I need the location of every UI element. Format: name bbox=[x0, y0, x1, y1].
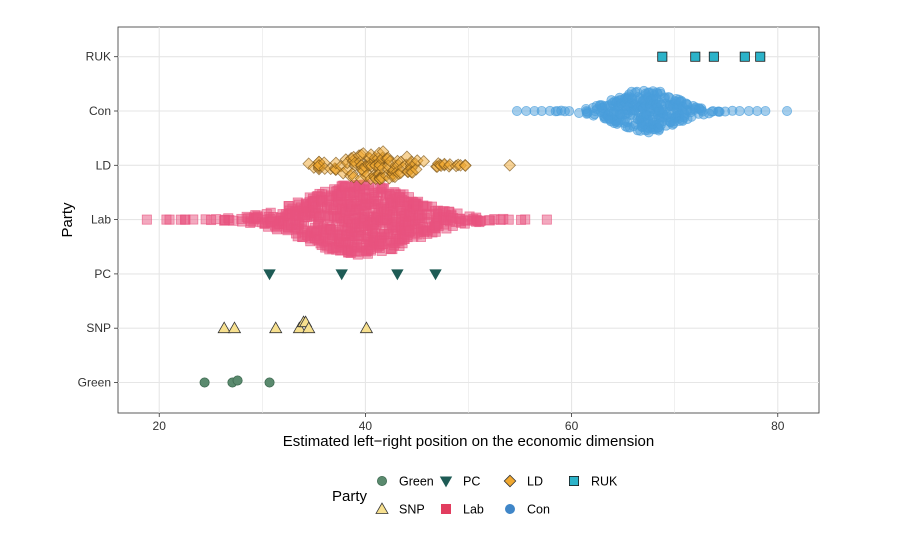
series-pc bbox=[263, 269, 442, 281]
x-axis-ticks: 20 40 60 80 bbox=[153, 413, 785, 433]
legend-item-ld: LD bbox=[503, 474, 543, 489]
point-lab bbox=[541, 214, 552, 225]
legend-label-ld: LD bbox=[527, 475, 543, 489]
point-ruk bbox=[755, 51, 766, 62]
legend-key-ruk bbox=[569, 475, 580, 486]
legend-item-green: Green bbox=[376, 475, 434, 489]
point-lab bbox=[520, 214, 531, 225]
point-con bbox=[536, 105, 547, 116]
point-snp bbox=[269, 321, 283, 334]
legend-key-lab bbox=[440, 503, 451, 514]
y-tick-label-ruk: RUK bbox=[86, 50, 111, 64]
x-tick-label: 80 bbox=[771, 419, 785, 433]
point-green bbox=[232, 375, 243, 386]
series-con bbox=[511, 85, 793, 138]
point-con bbox=[734, 106, 745, 117]
point-pc bbox=[429, 269, 442, 281]
point-snp bbox=[227, 321, 242, 334]
legend: Party Green PC LD RUK SNP Lab Con bbox=[332, 475, 618, 517]
y-tick-label-pc: PC bbox=[94, 267, 111, 281]
point-green bbox=[199, 377, 210, 388]
legend-item-ruk: RUK bbox=[569, 475, 618, 489]
point-lab bbox=[141, 214, 152, 225]
point-ld bbox=[417, 155, 431, 168]
point-lab bbox=[503, 214, 514, 225]
legend-label-lab: Lab bbox=[463, 503, 484, 517]
y-axis-ticks: Green SNP PC Lab LD Con RUK bbox=[78, 50, 118, 390]
legend-key-pc bbox=[439, 476, 453, 488]
point-green bbox=[264, 377, 275, 388]
legend-label-ruk: RUK bbox=[591, 475, 618, 489]
x-tick-label: 40 bbox=[359, 419, 373, 433]
legend-item-pc: PC bbox=[439, 475, 480, 489]
x-tick-label: 20 bbox=[153, 419, 167, 433]
series-green bbox=[199, 375, 275, 388]
point-pc bbox=[263, 269, 276, 281]
series-lab bbox=[141, 179, 552, 260]
point-ruk bbox=[708, 51, 719, 62]
point-ld bbox=[459, 159, 472, 172]
point-lab bbox=[188, 214, 199, 225]
y-axis-title: Party bbox=[59, 202, 76, 238]
legend-label-pc: PC bbox=[463, 475, 480, 489]
point-con bbox=[521, 105, 532, 116]
y-tick-label-green: Green bbox=[78, 376, 111, 390]
legend-item-lab: Lab bbox=[440, 503, 484, 517]
point-lab bbox=[210, 214, 221, 225]
legend-label-snp: SNP bbox=[399, 503, 425, 517]
x-tick-label: 60 bbox=[565, 419, 579, 433]
legend-label-green: Green bbox=[399, 475, 434, 489]
legend-key-snp bbox=[375, 502, 389, 514]
y-tick-label-ld: LD bbox=[96, 158, 112, 172]
point-con bbox=[752, 105, 763, 116]
legend-title: Party bbox=[332, 488, 368, 505]
point-con bbox=[760, 105, 771, 116]
point-con bbox=[511, 106, 522, 117]
point-pc bbox=[335, 269, 348, 281]
point-snp bbox=[217, 321, 231, 334]
legend-item-snp: SNP bbox=[375, 502, 425, 517]
point-con bbox=[743, 105, 754, 116]
point-ruk bbox=[739, 51, 750, 62]
y-tick-label-lab: Lab bbox=[91, 213, 111, 227]
legend-item-con: Con bbox=[504, 503, 550, 517]
point-con bbox=[782, 106, 793, 117]
point-ruk bbox=[690, 51, 701, 62]
point-ruk bbox=[657, 51, 668, 62]
series-ruk bbox=[657, 51, 766, 62]
legend-label-con: Con bbox=[527, 503, 550, 517]
legend-key-green bbox=[376, 475, 387, 486]
point-lab bbox=[475, 215, 486, 226]
point-snp bbox=[359, 321, 374, 334]
point-snp bbox=[292, 321, 307, 334]
x-axis-title: Estimated left−right position on the eco… bbox=[283, 433, 654, 450]
legend-key-ld bbox=[503, 474, 517, 488]
y-tick-label-con: Con bbox=[89, 104, 111, 118]
y-tick-label-snp: SNP bbox=[86, 321, 111, 335]
point-ld bbox=[409, 163, 423, 176]
data-points bbox=[141, 51, 793, 388]
series-snp bbox=[217, 315, 374, 334]
legend-key-con bbox=[504, 503, 515, 514]
series-ld bbox=[302, 145, 517, 186]
point-ld bbox=[503, 158, 517, 172]
point-lab bbox=[164, 214, 175, 225]
point-snp bbox=[302, 321, 316, 334]
point-con bbox=[564, 106, 575, 117]
point-pc bbox=[391, 269, 404, 281]
